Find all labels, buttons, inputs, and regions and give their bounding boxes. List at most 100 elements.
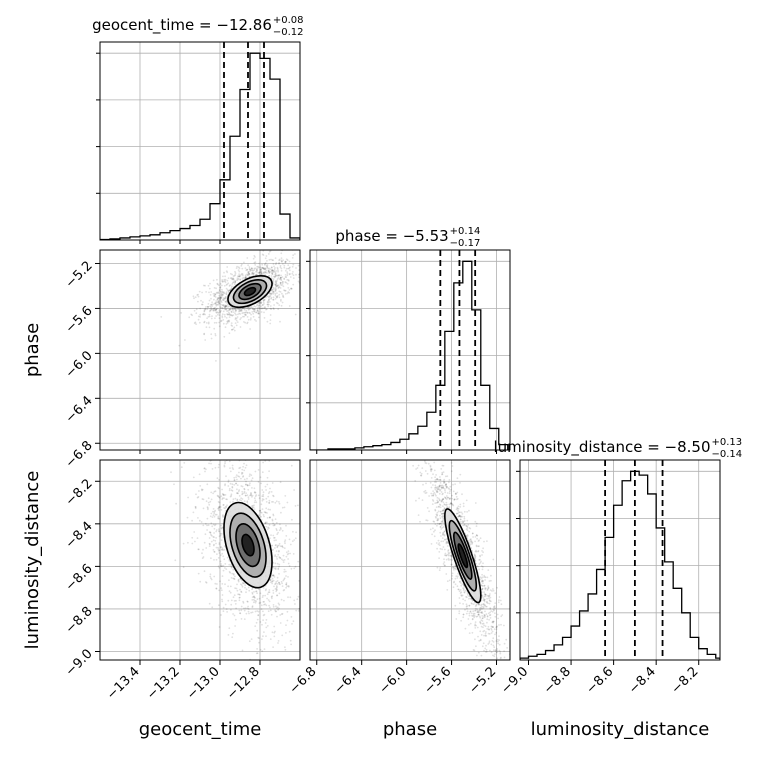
scatter-point xyxy=(262,461,264,464)
scatter-point xyxy=(250,474,253,477)
scatter-point xyxy=(258,302,260,304)
scatter-point xyxy=(481,615,484,617)
scatter-point xyxy=(443,538,446,541)
scatter-point xyxy=(446,580,449,583)
scatter-point xyxy=(480,584,483,587)
scatter-point xyxy=(481,588,484,590)
scatter-point xyxy=(277,302,279,305)
scatter-point xyxy=(484,576,487,579)
scatter-point xyxy=(260,608,263,610)
scatter-point xyxy=(220,509,223,511)
scatter-point xyxy=(193,531,196,533)
scatter-point xyxy=(262,267,264,269)
scatter-point xyxy=(442,505,444,507)
scatter-point xyxy=(493,605,496,607)
scatter-point xyxy=(463,515,466,518)
scatter-point xyxy=(492,637,495,640)
scatter-point xyxy=(271,269,273,272)
scatter-point xyxy=(285,583,288,586)
scatter-point xyxy=(224,305,227,308)
scatter-point xyxy=(483,604,486,606)
scatter-point xyxy=(481,612,484,615)
scatter-point xyxy=(236,278,239,281)
scatter-point xyxy=(261,650,264,652)
scatter-point xyxy=(294,537,297,540)
scatter-point xyxy=(232,468,235,470)
scatter-point xyxy=(297,610,300,612)
scatter-point xyxy=(456,575,459,578)
scatter-point xyxy=(260,273,262,276)
scatter-point xyxy=(418,497,420,500)
scatter-point xyxy=(217,546,220,549)
scatter-point xyxy=(297,264,300,267)
scatter-point xyxy=(273,523,276,526)
scatter-point xyxy=(497,601,500,604)
scatter-point xyxy=(221,583,224,585)
scatter-point xyxy=(441,517,444,519)
scatter-point xyxy=(252,315,255,318)
scatter-point xyxy=(280,304,283,307)
scatter-point xyxy=(228,570,231,573)
scatter-point xyxy=(239,596,241,599)
scatter-point xyxy=(258,510,261,512)
scatter-point xyxy=(483,600,486,603)
scatter-point xyxy=(481,568,484,571)
x-tick-label: −13.2 xyxy=(144,664,183,703)
scatter-point xyxy=(429,464,432,467)
scatter-point xyxy=(231,467,234,469)
scatter-point xyxy=(282,294,284,297)
scatter-point xyxy=(237,492,240,495)
scatter-point xyxy=(474,623,477,626)
scatter-point xyxy=(258,307,261,310)
scatter-point xyxy=(261,596,264,598)
scatter-point xyxy=(197,300,199,303)
scatter-point xyxy=(240,609,243,612)
scatter-point xyxy=(229,289,231,292)
scatter-point xyxy=(234,318,237,321)
scatter-point xyxy=(231,278,234,281)
scatter-point xyxy=(239,499,241,501)
scatter-point xyxy=(201,498,204,500)
scatter-point xyxy=(483,599,485,602)
scatter-point xyxy=(429,465,432,468)
scatter-point xyxy=(445,554,448,557)
scatter-point xyxy=(217,297,220,300)
scatter-point xyxy=(444,484,447,487)
scatter-point xyxy=(214,306,216,309)
scatter-point xyxy=(215,291,218,294)
scatter-point xyxy=(240,591,243,593)
scatter-point xyxy=(258,262,261,265)
scatter-point xyxy=(257,306,260,309)
scatter-point xyxy=(274,610,277,613)
scatter-point xyxy=(483,540,485,543)
scatter-point xyxy=(213,292,216,295)
scatter-point xyxy=(229,306,232,308)
scatter-point xyxy=(194,505,197,508)
scatter-point xyxy=(274,518,277,521)
scatter-point xyxy=(215,546,218,549)
scatter-point xyxy=(313,270,315,272)
scatter-point xyxy=(289,543,292,546)
scatter-point xyxy=(448,481,450,484)
scatter-point xyxy=(469,597,472,600)
scatter-point xyxy=(207,303,210,305)
scatter-point xyxy=(281,506,284,509)
scatter-point xyxy=(238,609,241,612)
scatter-point xyxy=(208,310,211,313)
scatter-point xyxy=(443,533,446,536)
scatter-point xyxy=(490,643,493,646)
scatter-point xyxy=(246,257,249,259)
scatter-point xyxy=(450,488,452,491)
scatter-point xyxy=(264,268,266,270)
scatter-point xyxy=(203,333,206,336)
scatter-point xyxy=(238,596,241,599)
scatter-point xyxy=(229,585,232,588)
scatter-point xyxy=(486,594,489,597)
scatter-point xyxy=(281,260,283,263)
scatter-point xyxy=(463,591,466,594)
scatter-point xyxy=(218,297,221,299)
scatter-point xyxy=(231,328,233,331)
scatter-point xyxy=(436,522,439,525)
scatter-point xyxy=(436,514,439,516)
scatter-point xyxy=(470,541,472,544)
